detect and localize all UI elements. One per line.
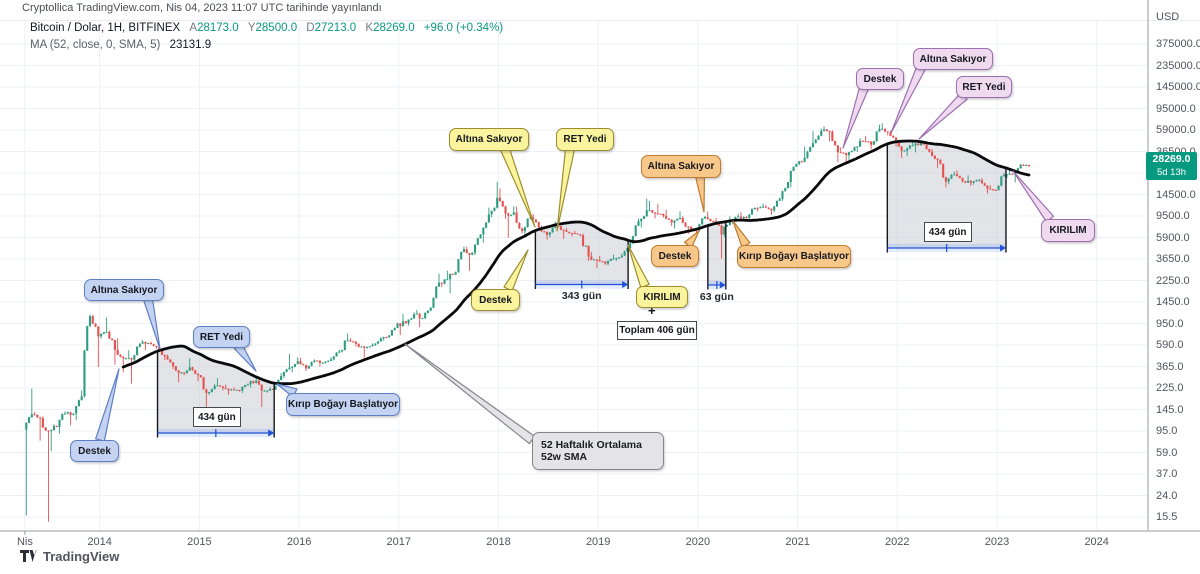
callout-k-r-p-bo-ay-ba-lat-yor[interactable]: Kırıp Boğayı Başlatıyor — [286, 393, 400, 416]
close-value: 28269.0 — [373, 22, 415, 34]
price-tick: 5900.0 — [1156, 231, 1190, 244]
time-tick: 2018 — [486, 536, 511, 548]
legend-symbol-row[interactable]: Bitcoin / Dolar, 1H, BITFINEX A28173.0 Y… — [30, 22, 503, 34]
time-tick: 2016 — [286, 536, 312, 548]
time-tick: Nis — [16, 536, 33, 548]
price-tick: 375000.0 — [1156, 38, 1200, 50]
bear-region-fill — [707, 221, 726, 285]
time-tick: 2023 — [984, 536, 1010, 548]
plot-area — [25, 123, 1031, 522]
price-tick: 235000.0 — [1156, 59, 1200, 72]
price-tick: 145.0 — [1156, 403, 1184, 416]
sma-note-callout[interactable]: 52 Haftalık Ortalama 52w SMA — [532, 432, 664, 470]
open-label: A — [189, 22, 198, 34]
callout-ret-yedi[interactable]: RET Yedi — [193, 326, 250, 348]
callout-alt-na-sak-yor[interactable]: Altına Sakıyor — [641, 155, 721, 178]
high-value: 28500.0 — [255, 22, 298, 34]
region-days-label: 343 gün — [561, 290, 602, 302]
grid — [0, 21, 1148, 531]
date-range-measure[interactable] — [887, 243, 1006, 253]
price-tick: 95.0 — [1156, 425, 1178, 437]
callout-kirilim[interactable]: KIRILIM — [1041, 219, 1095, 242]
callout-ret-yedi[interactable]: RET Yedi — [956, 76, 1012, 98]
change-value: +96.0 (+0.34%) — [423, 22, 504, 34]
last-price-value: 28269.0 — [1152, 153, 1191, 165]
callout-destek[interactable]: Destek — [471, 289, 520, 311]
time-tick: 2022 — [885, 536, 910, 548]
time-scale[interactable]: Nis 2014 2015 2016 2017 2018 2019 2020 2021 2022 2… — [0, 532, 1148, 552]
callout-alt-na-sak-yor[interactable]: Altına Sakıyor — [84, 279, 164, 301]
price-tick: 15.5 — [1156, 511, 1178, 523]
region-days-label: 63 gün — [699, 290, 734, 303]
price-tick: 24.0 — [1156, 489, 1178, 502]
price-tick: 59000.0 — [1156, 124, 1196, 136]
legend-ma-row[interactable]: MA (52, close, 0, SMA, 5) 23131.9 — [30, 39, 211, 51]
time-tick: 2019 — [585, 536, 611, 548]
bear-region-fill — [157, 346, 275, 433]
close-label: K — [365, 22, 374, 34]
symbol-title: Bitcoin / Dolar, 1H, BITFINEX — [30, 22, 181, 34]
tradingview-logo-icon — [20, 550, 37, 562]
sma-note-line1: 52 Haftalık Ortalama — [541, 439, 642, 451]
price-tick: 59.0 — [1156, 446, 1178, 459]
open-value: 28173.0 — [197, 22, 239, 34]
time-tick: 2021 — [785, 536, 810, 548]
price-tick: 9500.0 — [1156, 210, 1190, 222]
sma-52w-line[interactable] — [121, 139, 1031, 386]
price-tick: 3650.0 — [1156, 253, 1190, 265]
price-axis-currency: USD — [1156, 11, 1180, 23]
plus-marker: + — [648, 303, 656, 318]
ma-label: MA (52, close, 0, SMA, 5) — [30, 39, 161, 51]
price-tick: 590.0 — [1156, 339, 1184, 351]
time-tick: 2015 — [187, 536, 212, 548]
price-tick: 145000.0 — [1156, 81, 1200, 93]
tradingview-logo[interactable]: TradingView — [20, 549, 119, 564]
price-tick: 2250.0 — [1156, 274, 1190, 287]
publish-bar: Cryptollica TradingView.com, Nis 04, 202… — [22, 2, 382, 14]
callout-destek[interactable]: Destek — [856, 68, 904, 90]
time-tick: 2020 — [685, 536, 711, 548]
low-label: D — [306, 22, 315, 34]
bar-countdown: 5d 13h — [1156, 167, 1187, 178]
candles — [25, 123, 1031, 522]
date-range-measure[interactable] — [157, 428, 275, 438]
price-tick: 365.0 — [1156, 360, 1184, 373]
low-value: 27213.0 — [314, 22, 357, 34]
callout-tails — [95, 65, 1055, 445]
callout-ret-yedi[interactable]: RET Yedi — [556, 128, 614, 151]
price-tick: 95000.0 — [1156, 102, 1196, 115]
region-days-label[interactable]: 434 gün — [923, 222, 972, 242]
price-tick: 37.0 — [1156, 468, 1178, 480]
callout-alt-na-sak-yor[interactable]: Altına Sakıyor — [913, 48, 993, 70]
price-tick: 1450.0 — [1156, 296, 1190, 308]
bear-region-fill — [887, 141, 1006, 248]
callout-k-r-p-bo-ay-ba-lat-yor[interactable]: Kırıp Boğayı Başlatıyor — [737, 245, 851, 268]
bear-region-fill — [535, 221, 629, 285]
date-range-measure[interactable] — [535, 280, 629, 289]
price-tick: 14500.0 — [1156, 188, 1196, 201]
time-tick: 2024 — [1084, 536, 1109, 548]
price-scale[interactable]: USD 375000.0 235000.0 145000.0 95000.0 59000… — [1148, 0, 1200, 531]
last-price-tag: 28269.0 5d 13h — [1146, 152, 1197, 180]
price-tick: 225.0 — [1156, 382, 1184, 394]
total-days-box[interactable]: Toplam 406 gün — [617, 321, 697, 340]
callout-kirilim[interactable]: KIRILIM — [636, 286, 688, 308]
sma-note-line2: 52w SMA — [541, 451, 588, 463]
price-tick: 950.0 — [1156, 317, 1184, 330]
callout-alt-na-sak-yor[interactable]: Altına Sakıyor — [449, 128, 529, 151]
high-label: Y — [247, 22, 256, 34]
ma-value: 23131.9 — [169, 39, 212, 51]
time-tick: 2017 — [386, 536, 412, 548]
date-range-measure[interactable] — [707, 280, 726, 290]
region-days-label[interactable]: 434 gün — [192, 407, 241, 427]
tradingview-logo-text: TradingView — [43, 549, 120, 564]
callout-destek[interactable]: Destek — [70, 440, 119, 462]
callout-destek[interactable]: Destek — [651, 245, 699, 267]
time-tick: 2014 — [87, 536, 112, 548]
